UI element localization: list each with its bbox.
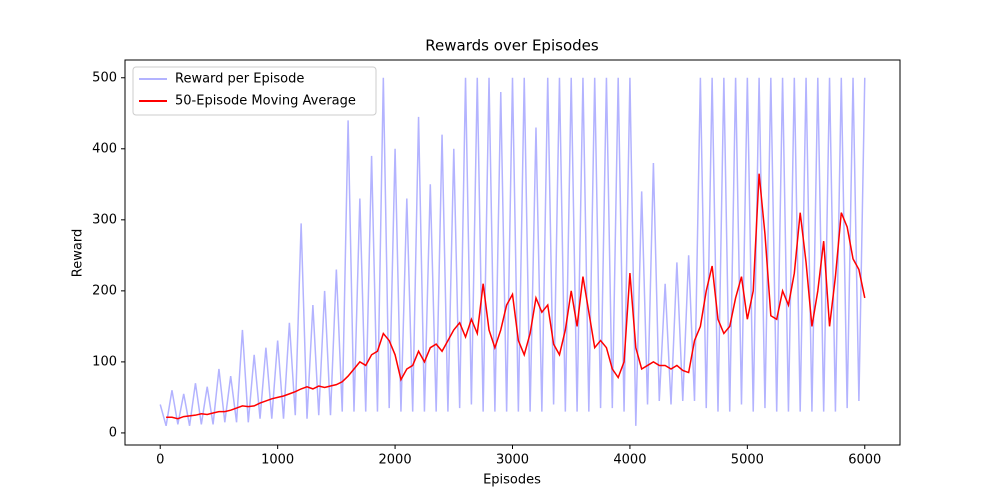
- x-tick-label: 6000: [848, 453, 881, 468]
- legend-box: [132, 66, 377, 116]
- y-tick-label: 100: [92, 354, 117, 369]
- x-tick-label: 0: [156, 453, 164, 468]
- series-line: [166, 173, 866, 420]
- y-tick-label: 0: [109, 425, 117, 440]
- x-tick-label: 5000: [731, 453, 764, 468]
- y-tick-label: 400: [92, 141, 117, 156]
- x-tick-label: 4000: [613, 453, 646, 468]
- legend-label: Reward per Episode: [175, 72, 304, 87]
- legend-label: 50-Episode Moving Average: [175, 94, 356, 109]
- y-tick-label: 200: [92, 283, 117, 298]
- series-line: [159, 77, 866, 427]
- y-tick-label: 500: [92, 70, 117, 85]
- chart-title: Rewards over Episodes: [425, 37, 599, 55]
- x-tick-label: 2000: [379, 453, 412, 468]
- y-axis-label: Reward: [71, 229, 86, 277]
- x-tick-label: 1000: [261, 453, 294, 468]
- x-axis-label: Episodes: [483, 473, 541, 488]
- x-tick-label: 3000: [496, 453, 529, 468]
- y-tick-label: 300: [92, 212, 117, 227]
